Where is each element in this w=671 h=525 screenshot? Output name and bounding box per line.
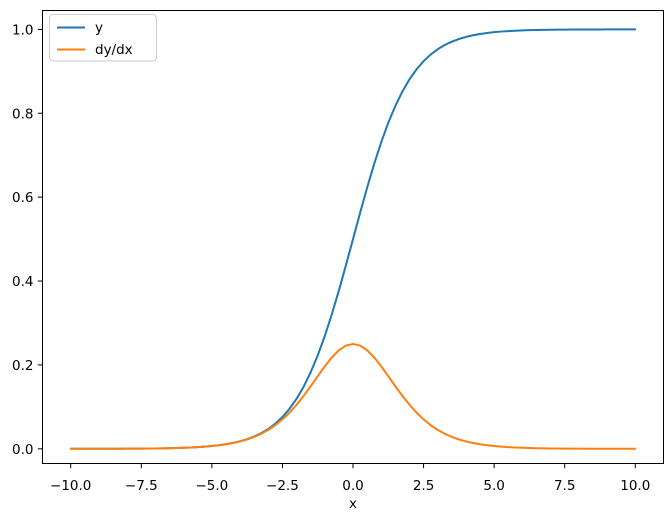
y-tick-label: 0.0 — [12, 442, 33, 458]
x-axis-label: x — [349, 496, 357, 512]
series-line-dy-dx — [69, 342, 637, 450]
x-tick-label: −10.0 — [50, 478, 91, 494]
y-tick-label: 0.6 — [12, 190, 33, 206]
x-tick-label: 10.0 — [620, 478, 650, 494]
x-tick-label: −5.0 — [195, 478, 228, 494]
series-line-y — [69, 28, 637, 450]
y-tick-label: 0.8 — [12, 106, 33, 122]
x-tick-label: −2.5 — [266, 478, 299, 494]
x-tick-label: −7.5 — [125, 478, 158, 494]
x-tick-label: 0.0 — [342, 478, 363, 494]
legend-label: dy/dx — [95, 42, 133, 58]
y-tick-label: 1.0 — [12, 22, 33, 38]
x-tick-label: 5.0 — [483, 478, 504, 494]
x-tick-label: 2.5 — [413, 478, 434, 494]
x-tick-label: 7.5 — [554, 478, 575, 494]
legend-label: y — [95, 20, 103, 36]
y-tick-label: 0.4 — [12, 274, 33, 290]
y-tick-label: 0.2 — [12, 358, 33, 374]
